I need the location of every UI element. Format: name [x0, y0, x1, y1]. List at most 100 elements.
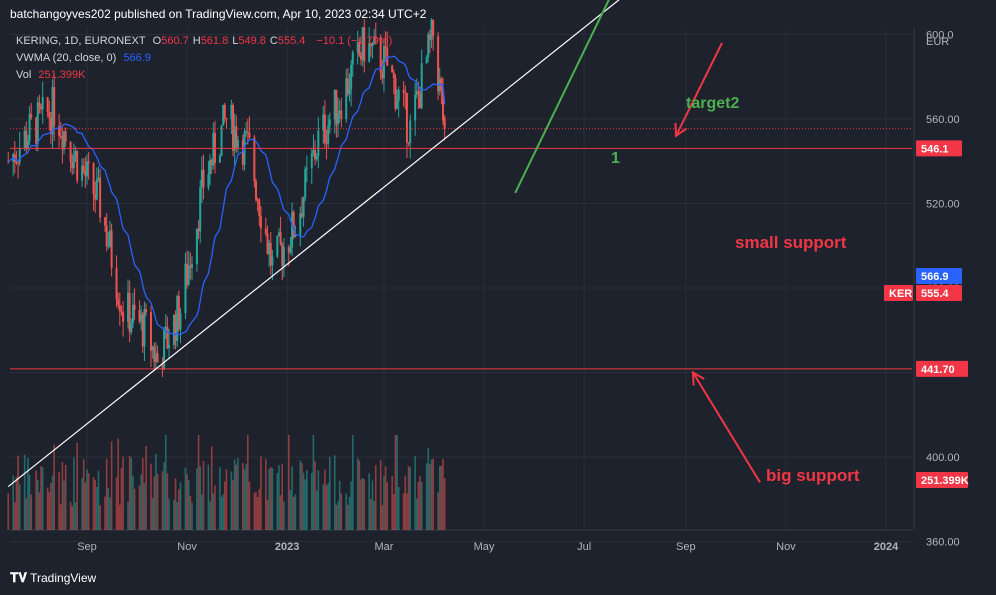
candle-body — [49, 117, 52, 135]
time-axis[interactable]: Sep Nov 2023 Mar May Jul Sep Nov 2024 — [77, 541, 899, 553]
candle-body — [379, 38, 382, 73]
volume-bar — [133, 488, 136, 530]
candle-body — [207, 174, 210, 188]
candle-body — [166, 326, 169, 349]
volume-bar — [358, 460, 361, 530]
volume-bar — [140, 474, 142, 530]
candle-body — [186, 263, 189, 285]
volume-legend[interactable]: Vol 251.399K — [16, 69, 89, 81]
volume-bar — [396, 435, 398, 530]
hline-price-tag — [916, 140, 962, 157]
volume-bar — [122, 456, 124, 530]
candle-body — [345, 78, 348, 119]
volume-bar — [271, 468, 274, 530]
volume-bar — [84, 482, 87, 530]
volume-bar — [329, 456, 331, 530]
candle-body — [23, 130, 26, 148]
candle-body — [396, 100, 399, 109]
volume-bars — [7, 435, 446, 530]
volume-bar — [327, 482, 329, 530]
candle-body — [322, 114, 325, 131]
volume-bar — [302, 472, 305, 530]
trend-line[interactable] — [7, 0, 960, 488]
horizontal-lines[interactable] — [10, 0, 912, 370]
volume-bar — [278, 465, 280, 530]
candle-body — [277, 232, 280, 236]
candle-body — [369, 42, 372, 47]
candle-body — [141, 314, 144, 347]
candle-body — [115, 267, 118, 300]
candle-body — [13, 154, 16, 163]
candle-body — [381, 72, 384, 79]
candle-body — [404, 92, 407, 94]
volume-bar — [246, 435, 249, 530]
vwma-legend[interactable]: VWMA (20, close, 0) 566.9 — [16, 52, 155, 64]
candle-body — [405, 93, 408, 143]
price-tick-label: 360.00 — [926, 537, 960, 549]
volume-bar — [64, 464, 67, 530]
volume-tag — [916, 472, 968, 488]
candle-body — [82, 165, 85, 173]
candle-body — [197, 228, 200, 232]
candle-body — [327, 125, 330, 144]
tradingview-logo[interactable]: 𝐓𝐕 TradingView — [10, 570, 96, 586]
candle-body — [302, 198, 305, 217]
volume-bar — [222, 494, 224, 530]
candle-body — [202, 169, 205, 188]
arrow-drawings[interactable] — [514, 0, 761, 483]
candle-body — [415, 91, 418, 95]
candle-body — [176, 296, 179, 342]
candle-body — [233, 126, 236, 151]
candle-body — [368, 42, 371, 62]
candle-body — [294, 235, 297, 238]
volume-bar — [25, 498, 28, 530]
annotation-text[interactable]: 1 — [611, 150, 620, 167]
volume-bar — [437, 492, 439, 530]
volume-bar — [291, 466, 293, 530]
annotation-text[interactable]: target2 — [686, 95, 739, 112]
volume-bar — [14, 502, 16, 530]
volume-bar — [235, 464, 238, 530]
volume-bar — [260, 456, 262, 530]
candle-body — [179, 313, 182, 330]
candle-body — [248, 132, 251, 138]
volume-bar — [153, 476, 156, 530]
candle-body — [94, 194, 97, 200]
small-support-arrow[interactable] — [675, 42, 723, 137]
annotation-text[interactable]: small support — [735, 233, 847, 252]
volume-bar — [371, 480, 374, 530]
volume-bar — [299, 460, 302, 530]
candle-body — [74, 151, 77, 156]
candle-body — [315, 155, 318, 160]
volume-bar — [350, 481, 352, 530]
target-arrow[interactable] — [514, 0, 717, 194]
candle-body — [351, 52, 354, 65]
volume-bar — [209, 501, 211, 530]
volume-bar — [276, 472, 279, 530]
big-support-arrow[interactable] — [692, 371, 761, 483]
volume-bar — [407, 466, 410, 530]
candle-body — [95, 179, 98, 200]
volume-bar — [427, 448, 430, 530]
annotation-text[interactable]: big support — [766, 466, 860, 485]
volume-bar — [269, 466, 272, 530]
candle-body — [84, 172, 87, 177]
change-value: −10.1 (−1.79%) — [316, 35, 393, 47]
candle-body — [191, 264, 194, 268]
candle-body — [264, 228, 267, 234]
time-tick-label: Nov — [776, 541, 796, 553]
volume-bar — [212, 493, 215, 530]
volume-bar — [155, 453, 157, 530]
volume-bar — [245, 463, 247, 530]
candle-body — [338, 110, 341, 114]
volume-bar — [384, 466, 387, 530]
volume-bar — [374, 465, 377, 530]
candle-body — [122, 311, 125, 322]
candle-body — [156, 353, 159, 363]
hline-price-tag-label: 546.1 — [921, 143, 949, 155]
volume-bar — [119, 504, 121, 530]
volume-bar — [430, 459, 433, 530]
volume-bar — [312, 435, 315, 530]
volume-bar — [58, 471, 60, 530]
